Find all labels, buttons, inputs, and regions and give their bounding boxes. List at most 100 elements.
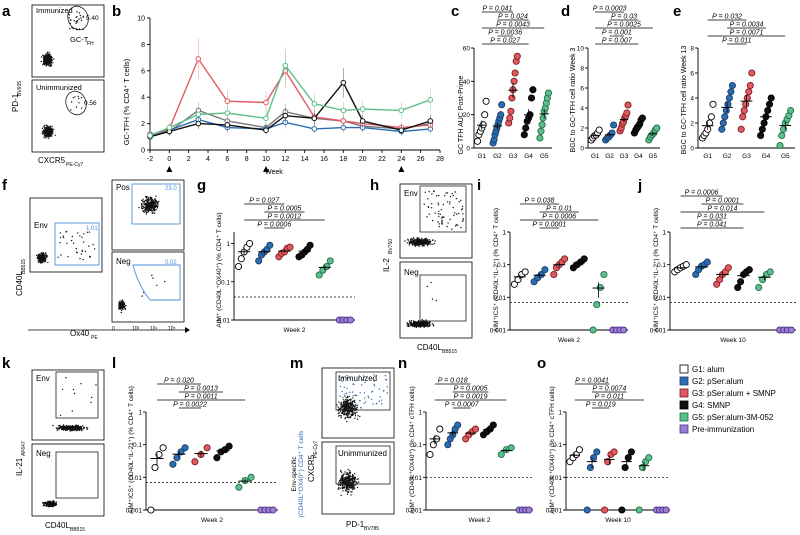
chart-c-point-G5 — [537, 127, 545, 135]
chart-o-ytick-label: 0.01 — [549, 475, 562, 482]
flow-label-immunized: Immunized — [36, 6, 73, 15]
chart-n-ytick-label: 0.01 — [409, 475, 422, 482]
flow-event — [410, 323, 413, 325]
chart-n-stat-label: P = 0.018 — [438, 378, 468, 385]
flow-event — [432, 219, 434, 222]
flow-f-pos-frame — [111, 179, 185, 251]
chart-j-point-G5 — [755, 283, 763, 292]
flow-event — [340, 494, 342, 497]
flow-event — [342, 473, 344, 475]
flow-event — [148, 209, 150, 211]
flow-event — [341, 474, 343, 477]
flow-k-ylabel-sub: AF647 — [21, 441, 27, 456]
flow-event — [65, 429, 67, 432]
flow-event — [81, 429, 83, 432]
flow-event — [62, 236, 65, 239]
flow-event — [426, 285, 429, 288]
flow-event — [432, 243, 434, 245]
flow-event — [65, 426, 68, 428]
flow-event — [143, 202, 145, 204]
chart-l-stat-label: P = 0.0011 — [184, 394, 217, 401]
chart-g-point-G2 — [266, 241, 274, 249]
chart-n-point-G5 — [497, 450, 505, 459]
flow-event — [344, 473, 346, 475]
flow-event — [373, 383, 375, 386]
chart-e-category-label: G2 — [723, 153, 732, 160]
flow-event — [354, 413, 356, 415]
flow-event — [418, 237, 420, 240]
flow-event — [45, 503, 47, 505]
chart-c-point-G5 — [536, 134, 544, 142]
flow-event — [340, 471, 343, 473]
flow-event — [45, 53, 47, 55]
chart-l-stat-label: P = 0.0013 — [184, 386, 218, 393]
flow-event — [338, 487, 340, 489]
flow-f-xlabel-sub: PE — [91, 335, 98, 341]
flow-event — [354, 477, 357, 479]
flow-event — [145, 213, 147, 215]
flow-event — [416, 241, 418, 243]
flow-event — [340, 416, 342, 419]
chart-b-xtick-label: 16 — [320, 156, 328, 163]
flow-event — [455, 197, 458, 200]
flow-event — [125, 304, 127, 307]
flow-event — [60, 254, 62, 256]
flow-event — [379, 396, 381, 398]
chart-e-category-label: G1 — [703, 153, 712, 160]
flow-event — [443, 216, 445, 218]
flow-a-xlabel: CXCR5 — [38, 156, 66, 165]
chart-e-ytick-label: 8 — [690, 46, 694, 53]
flow-event — [431, 203, 433, 205]
chart-o-point-G4 — [624, 454, 632, 462]
flow-event — [462, 213, 464, 215]
flow-event — [153, 208, 156, 210]
flow-event — [346, 472, 348, 474]
flow-event — [349, 470, 351, 472]
chart-e-point-G2 — [727, 88, 735, 96]
chart-l-point-G3 — [191, 458, 199, 466]
flow-event — [343, 477, 345, 479]
flow-event — [415, 322, 417, 324]
flow-event — [346, 420, 348, 423]
chart-c-stat-label: P = 0.0043 — [496, 22, 530, 29]
flow-event — [423, 240, 425, 242]
chart-d-point-G3 — [624, 101, 632, 109]
flow-event — [142, 198, 144, 200]
flow-event — [451, 192, 453, 195]
chart-b-xtick-label: 6 — [225, 156, 229, 163]
flow-event — [120, 309, 123, 312]
flow-event — [44, 124, 46, 127]
flow-event — [141, 206, 143, 208]
flow-event — [461, 205, 464, 208]
flow-event — [41, 259, 44, 262]
flow-event — [430, 243, 432, 246]
flow-event — [406, 242, 408, 244]
flow-f-tick-0: 0 — [112, 326, 115, 332]
flow-event — [460, 199, 462, 202]
flow-event — [42, 253, 44, 256]
flow-panel-m: Immunized Unimmunized Env-specific (CD40… — [291, 367, 395, 532]
flow-event — [68, 17, 70, 19]
flow-event — [59, 427, 61, 429]
flow-event — [359, 400, 361, 402]
flow-f-pos-value: 23.0 — [165, 186, 177, 192]
flow-event — [453, 214, 455, 217]
flow-event — [48, 125, 50, 128]
flow-cloud-immunized — [40, 11, 85, 67]
chart-c-point-G4 — [522, 124, 530, 132]
flow-event — [121, 307, 123, 309]
flow-event — [151, 207, 153, 209]
chart-c-category-label: G3 — [509, 153, 518, 160]
flow-event — [72, 97, 75, 99]
flow-event — [43, 60, 45, 62]
chart-j-stat-label: P = 0.041 — [697, 222, 727, 229]
flow-event — [381, 403, 383, 405]
flow-event — [144, 196, 147, 198]
panel-letter-b: b — [112, 3, 121, 20]
flow-event — [46, 131, 48, 134]
legend-label-G2: G2: pSer:alum — [692, 377, 744, 386]
chart-b-point — [282, 62, 289, 69]
scatter-chart-c: GC TFH AUC Post-Prime 0 20 40 60 G1 G2 G3 G4 G5 P… — [458, 6, 553, 160]
chart-g-point-G1 — [234, 262, 243, 271]
chart-b-point — [263, 115, 269, 122]
